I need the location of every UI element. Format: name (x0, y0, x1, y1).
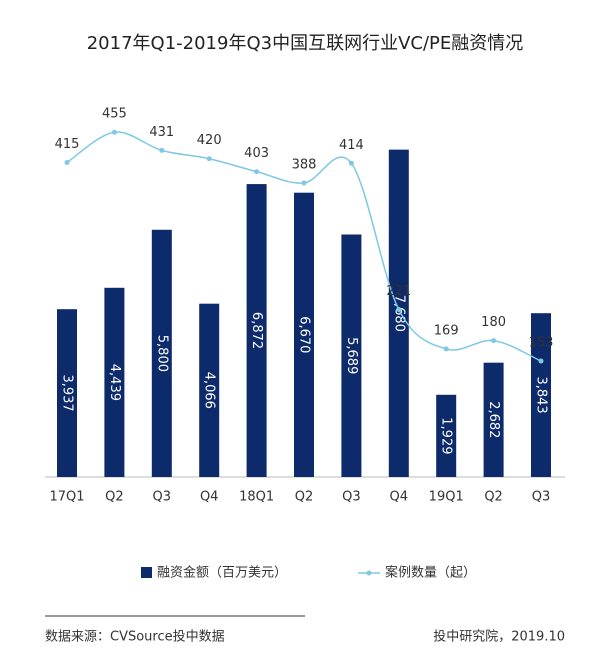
line-value-label: 169 (434, 323, 459, 338)
line-point (159, 147, 165, 153)
x-tick-label: Q2 (105, 490, 124, 505)
bar (531, 313, 551, 477)
line-value-label: 420 (197, 133, 222, 148)
bar (483, 362, 504, 477)
bar (104, 287, 125, 477)
line-point (64, 160, 70, 166)
credit: 投中研究院，2019.10 (433, 629, 565, 645)
x-tick-label: Q2 (295, 490, 314, 505)
bar-value-label: 3,937 (60, 374, 75, 411)
line-value-label: 180 (481, 315, 506, 330)
bar-value-label: 3,843 (534, 376, 549, 413)
bar-value-label: 6,670 (297, 316, 312, 353)
chart-title: 2017年Q1-2019年Q3中国互联网行业VC/PE融资情况 (87, 33, 524, 54)
bar-value-label: 7,680 (391, 295, 406, 332)
bar (294, 192, 314, 477)
x-tick-label: Q3 (342, 490, 361, 505)
legend-label: 融资金额（百万美元） (157, 565, 287, 581)
bar (199, 303, 220, 477)
line-point (111, 129, 117, 135)
x-tick-label: 19Q1 (429, 490, 464, 505)
bar (341, 234, 362, 477)
bar-value-label: 4,066 (202, 372, 217, 409)
line-point (301, 180, 307, 186)
bar-value-label: 1,929 (439, 417, 454, 454)
line-point (396, 307, 402, 313)
bar (436, 394, 457, 477)
line-value-label: 455 (102, 107, 127, 122)
line-point (491, 338, 497, 344)
line (66, 131, 542, 362)
x-tick-label: Q2 (484, 490, 503, 505)
line-value-label: 415 (55, 137, 80, 152)
x-tick-label: Q4 (390, 490, 409, 505)
line-value-label: 153 (529, 336, 554, 351)
bar-value-label: 6,872 (249, 312, 264, 349)
line-point (538, 358, 544, 364)
line-point (206, 156, 212, 162)
x-tick-label: Q4 (200, 490, 219, 505)
x-tick-label: Q3 (532, 490, 551, 505)
line-value-label: 414 (339, 138, 364, 153)
x-tick-label: Q3 (153, 490, 172, 505)
bar (57, 309, 77, 477)
line-point (254, 169, 260, 175)
bar (246, 184, 267, 477)
line-value-label: 403 (244, 146, 269, 161)
bar-value-label: 5,800 (154, 335, 169, 372)
bar-value-label: 4,439 (107, 364, 122, 401)
line-value-label: 221 (386, 284, 411, 299)
line-value-label: 431 (149, 125, 174, 140)
legend-swatch (141, 567, 152, 578)
bar-value-label: 2,682 (486, 401, 501, 438)
bar (151, 229, 172, 477)
line-point (443, 346, 449, 352)
line-point (348, 160, 354, 166)
x-tick-label: 18Q1 (239, 490, 274, 505)
source: 数据来源：CVSource投中数据 (45, 629, 225, 645)
bar (388, 149, 409, 477)
line-value-label: 388 (292, 157, 317, 172)
bar-value-label: 5,689 (344, 337, 359, 374)
x-tick-label: 17Q1 (49, 490, 84, 505)
legend-label: 案例数量（起） (385, 566, 476, 581)
legend-swatch (366, 570, 372, 576)
